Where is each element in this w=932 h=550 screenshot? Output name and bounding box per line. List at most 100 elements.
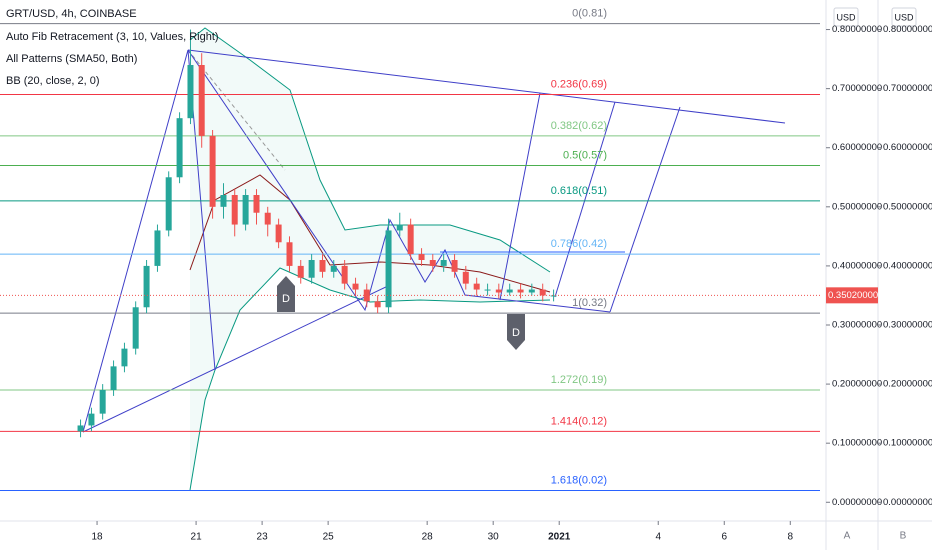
candle-body: [495, 289, 502, 293]
channel-line: [499, 92, 541, 301]
x-tick-label: 4: [655, 532, 661, 543]
fib-label: 1(0.32): [572, 297, 607, 309]
y2-tick-label: 0.70000000: [883, 83, 932, 94]
candle-body: [462, 271, 469, 284]
y-tick-label: 0.80000000: [832, 24, 882, 35]
pattern-marker: [507, 314, 525, 350]
channel-line: [609, 106, 681, 313]
x-tick-label: 28: [422, 532, 434, 543]
candle-body: [154, 230, 161, 266]
candle-body: [418, 254, 425, 260]
candle-body: [539, 289, 546, 296]
candle-body: [407, 224, 414, 255]
fib-label: 1.618(0.02): [551, 474, 607, 486]
fib-label: 0(0.81): [572, 8, 607, 20]
candle-body: [550, 295, 557, 297]
y-tick-label: 0.70000000: [832, 83, 882, 94]
scale-label[interactable]: A: [844, 531, 851, 542]
candle-body: [275, 224, 282, 243]
pattern-marker-label: D: [282, 293, 290, 305]
plot-area: [0, 23, 820, 491]
y2-tick-label: 0.30000000: [883, 320, 932, 331]
y2-tick-label: 0.50000000: [883, 201, 932, 212]
pattern-marker-label: D: [512, 327, 520, 339]
chart-title: GRT/USD, 4h, COINBASE: [6, 8, 137, 20]
x-tick-label: 8: [788, 532, 794, 543]
y2-tick-label: 0.40000000: [883, 260, 932, 271]
pattern-marker: [277, 276, 295, 312]
candle-body: [440, 260, 447, 266]
candle-body: [330, 265, 337, 272]
candle-body: [121, 348, 128, 367]
y-tick-label: 0.20000000: [832, 379, 882, 390]
candle-body: [319, 260, 326, 272]
currency-button[interactable]: [833, 7, 859, 27]
candle-body: [451, 260, 458, 272]
x-tick-label: 18: [91, 532, 103, 543]
last-price-label: 0.35020000: [828, 290, 878, 301]
candle-body: [198, 65, 205, 136]
x-tick-label: 21: [191, 532, 203, 543]
indicator-label: Auto Fib Retracement (3, 10, Values, Rig…: [6, 31, 219, 43]
bollinger-basis: [189, 174, 551, 293]
y-tick-label: 0.40000000: [832, 260, 882, 271]
candle-body: [231, 195, 238, 225]
y-tick-label: 0.10000000: [832, 438, 882, 449]
last-price-box: [826, 287, 878, 304]
candle-body: [429, 260, 436, 266]
x-tick-label: 30: [488, 532, 500, 543]
candle-body: [517, 289, 524, 293]
fib-label: 0.618(0.51): [551, 185, 607, 197]
x-tick-label: 6: [721, 532, 727, 543]
bollinger-upper: [189, 27, 551, 273]
trend-line: [187, 49, 786, 124]
indicator-label: All Patterns (SMA50, Both): [6, 53, 137, 65]
x-tick-label: 23: [257, 532, 269, 543]
x-tick-label: 25: [323, 532, 335, 543]
bollinger-fill: [190, 28, 550, 490]
candle-body: [242, 195, 249, 225]
currency-label[interactable]: USD: [836, 12, 856, 22]
candle-body: [506, 289, 513, 293]
fib-label: 0.382(0.62): [551, 120, 607, 132]
y2-tick-label: 0.80000000: [883, 24, 932, 35]
candle-body: [143, 265, 150, 308]
bollinger-lower: [189, 267, 551, 491]
y-tick-label: 0.60000000: [832, 142, 882, 153]
candle-body: [396, 224, 403, 231]
candle-body: [110, 366, 117, 390]
candle-body: [484, 289, 491, 291]
currency-label[interactable]: USD: [894, 12, 914, 22]
y-tick-label: 0.00000000: [832, 497, 882, 508]
candle-body: [132, 307, 139, 349]
candle-body: [341, 265, 348, 284]
y2-tick-label: 0.10000000: [883, 438, 932, 449]
candle-body: [352, 283, 359, 290]
fib-label: 1.414(0.12): [551, 415, 607, 427]
y2-tick-label: 0.60000000: [883, 142, 932, 153]
candle-body: [297, 265, 304, 278]
candle-body: [88, 413, 95, 426]
fib-label: 0.236(0.69): [551, 78, 607, 90]
channel-line: [554, 101, 616, 298]
candle-body: [220, 195, 227, 207]
candle-body: [176, 118, 183, 178]
pattern-line: [82, 284, 391, 433]
y-tick-label: 0.30000000: [832, 320, 882, 331]
candle-body: [374, 301, 381, 308]
x-tick-label: 2021: [548, 532, 571, 543]
currency-button[interactable]: [891, 7, 917, 27]
candle-body: [99, 390, 106, 414]
candle-body: [308, 260, 315, 278]
y-tick-label: 0.50000000: [832, 201, 882, 212]
candle-body: [473, 283, 480, 290]
candle-body: [209, 135, 216, 207]
candle-body: [264, 212, 271, 225]
fib-label: 1.272(0.19): [551, 374, 607, 386]
y2-tick-label: 0.00000000: [883, 497, 932, 508]
scale-label[interactable]: B: [900, 531, 907, 542]
candle-body: [187, 65, 194, 119]
fib-label: 0.5(0.57): [563, 149, 607, 161]
indicator-label: BB (20, close, 2, 0): [6, 75, 100, 87]
